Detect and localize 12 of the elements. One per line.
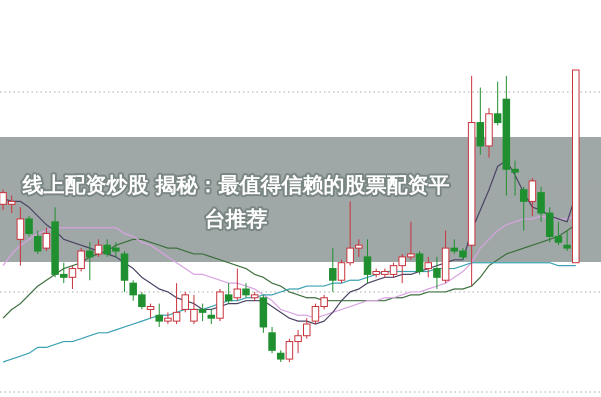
candlestick bbox=[155, 303, 163, 328]
text: 线上配资炒股 揭秘：最值得信赖的股票配资平台推荐 bbox=[21, 173, 450, 231]
candlestick bbox=[16, 206, 24, 266]
candlestick bbox=[485, 107, 493, 158]
candlestick bbox=[468, 75, 476, 287]
candlestick bbox=[208, 308, 216, 325]
candlestick bbox=[198, 303, 206, 322]
candlestick bbox=[476, 87, 484, 156]
candlestick bbox=[364, 238, 372, 284]
candlestick bbox=[329, 248, 337, 292]
candlestick bbox=[433, 256, 441, 290]
candlestick bbox=[86, 242, 94, 281]
